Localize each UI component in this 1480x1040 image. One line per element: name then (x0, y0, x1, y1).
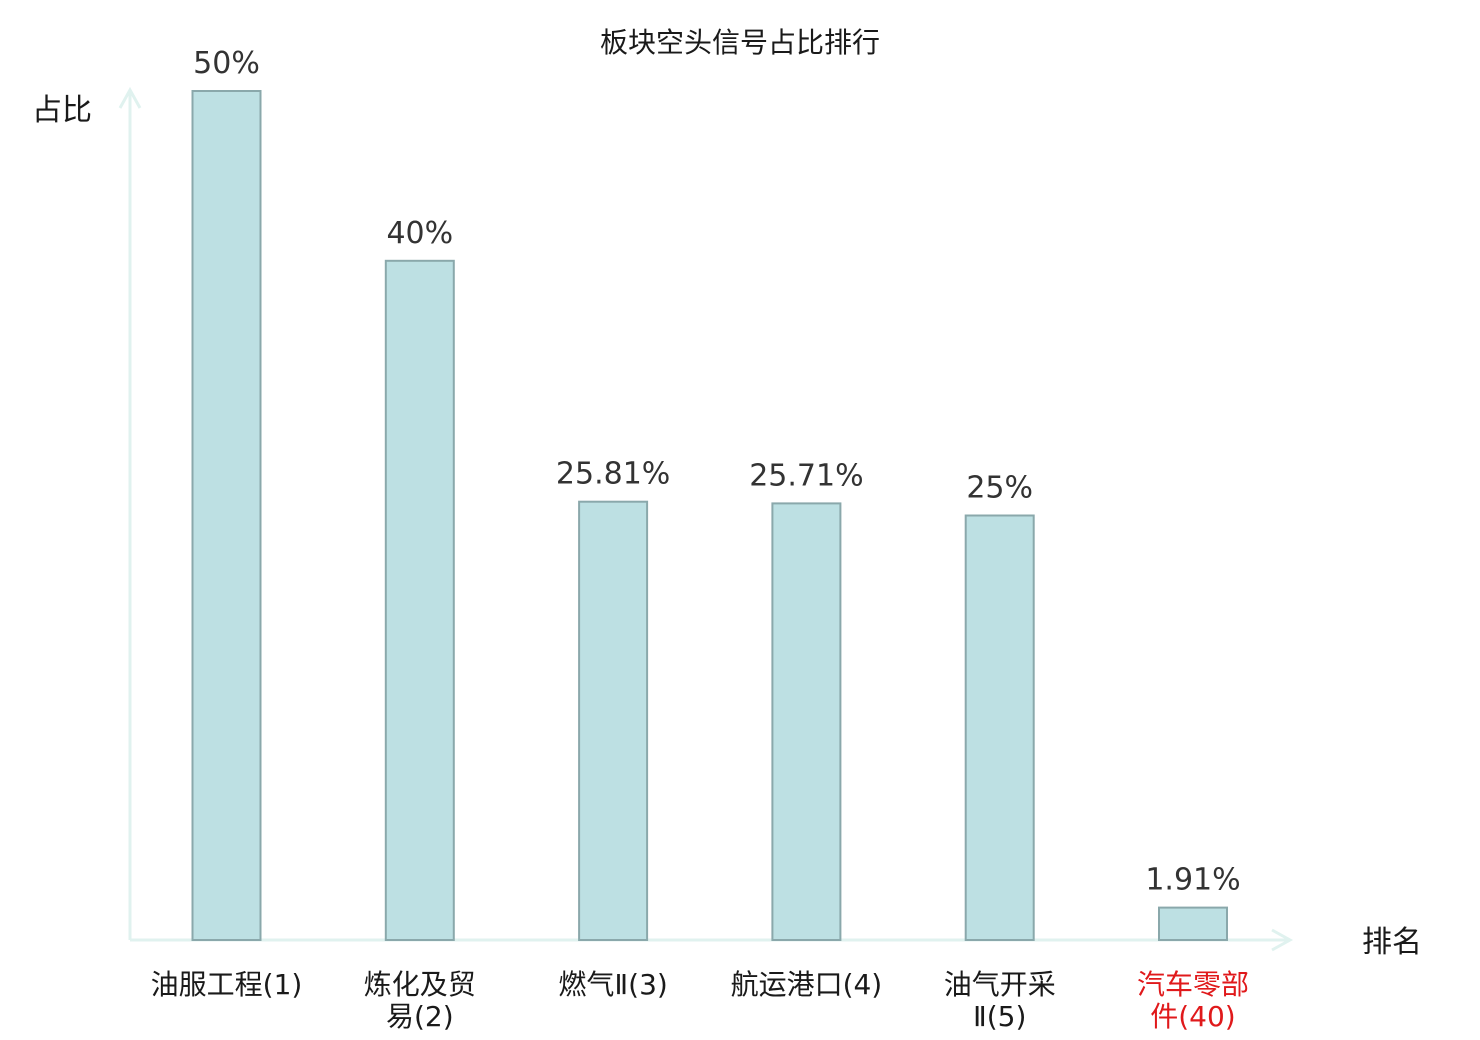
category-label-1: 油服工程(1) (151, 968, 303, 1001)
value-label-4: 25.71% (749, 458, 863, 493)
x-axis-arrow (1271, 928, 1294, 952)
value-label-1: 50% (193, 46, 260, 81)
x-axis-label: 排名 (1362, 925, 1422, 960)
category-label-4: 航运港口(4) (731, 968, 883, 1001)
category-label-2-line-2: 易(2) (386, 1000, 454, 1033)
chart-title: 板块空头信号占比排行 (600, 26, 880, 59)
bar-3 (578, 500, 649, 941)
bars-group (191, 90, 1228, 941)
x-axis: 排名 (130, 925, 1422, 960)
value-labels-group: 50% 40% 25.81% 25.71% 25% 1.91% (193, 46, 1241, 898)
y-axis-arrow (118, 86, 142, 109)
category-label-2-line-1: 炼化及贸 (364, 968, 476, 1001)
category-label-6-line-1: 汽车零部 (1137, 968, 1249, 1001)
bar-2 (384, 259, 455, 941)
category-label-5-line-2: Ⅱ(5) (973, 1000, 1026, 1033)
value-label-5: 25% (966, 471, 1033, 506)
category-label-5-line-1: 油气开采 (944, 968, 1056, 1001)
value-label-2: 40% (386, 216, 453, 251)
bar-4 (771, 502, 842, 941)
value-label-6: 1.91% (1145, 863, 1240, 898)
bar-6 (1158, 906, 1228, 941)
category-label-6-line-2: 件(40) (1150, 1000, 1235, 1033)
value-label-3: 25.81% (556, 457, 670, 492)
category-label-3: 燃气Ⅱ(3) (558, 968, 667, 1001)
y-axis-label: 占比 (32, 93, 92, 128)
bar-5 (964, 514, 1035, 941)
y-axis: 占比 (32, 86, 142, 940)
bar-1 (191, 90, 262, 941)
